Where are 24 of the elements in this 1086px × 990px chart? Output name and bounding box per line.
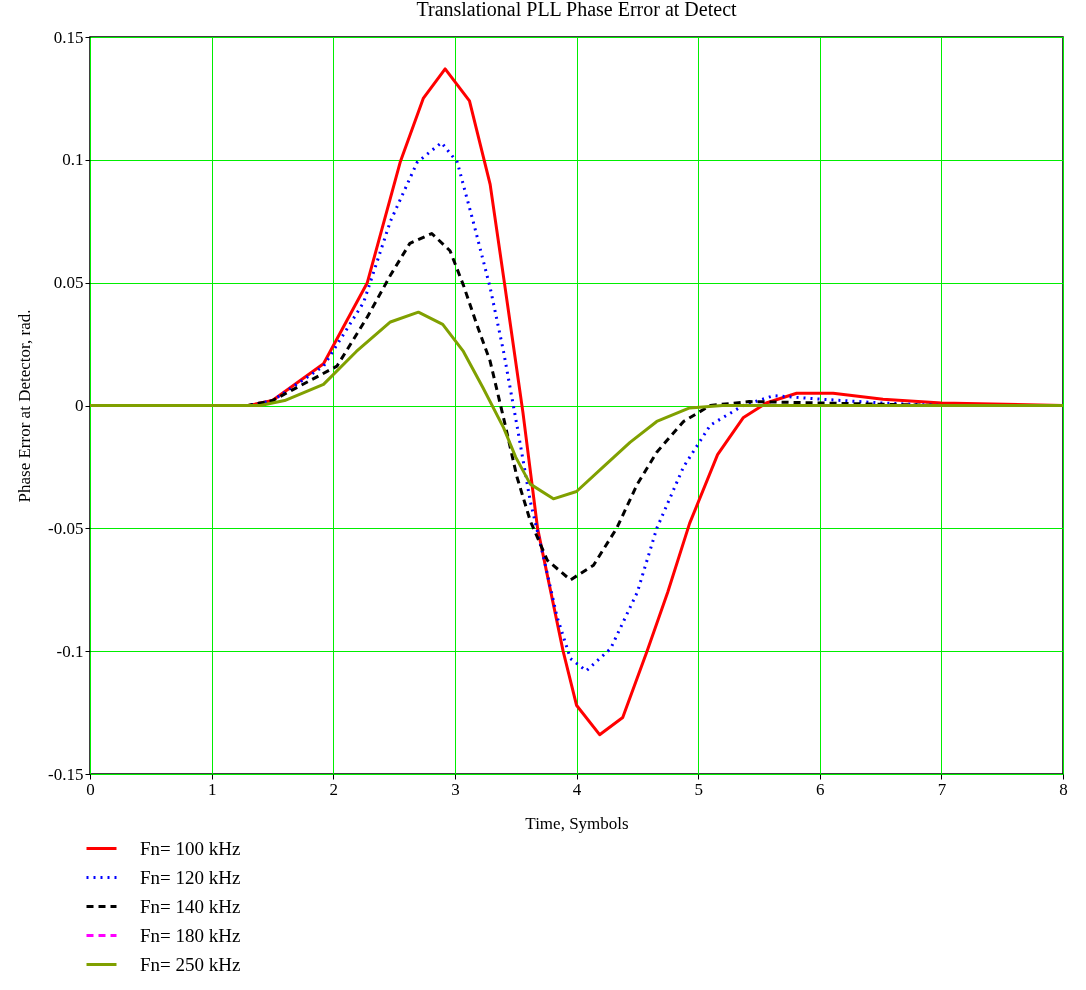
y-tick-label: 0.1 <box>62 150 84 170</box>
legend-label: Fn= 120 kHz <box>140 866 241 888</box>
y-axis-title: Phase Error at Detector, rad. <box>15 309 35 503</box>
y-tick-label: -0.05 <box>48 518 84 538</box>
x-tick-label: 1 <box>207 779 217 799</box>
line-series <box>90 310 1063 501</box>
x-tick-label: 7 <box>937 779 947 799</box>
legend-label: Fn= 180 kHz <box>140 924 241 946</box>
legend-label: Fn= 140 kHz <box>140 895 241 917</box>
legend-label: Fn= 250 kHz <box>140 953 241 975</box>
y-tick-label: -0.1 <box>56 641 84 661</box>
x-tick-label: 5 <box>694 779 703 799</box>
x-tick-label: 8 <box>1059 779 1068 799</box>
x-tick-label: 6 <box>816 779 825 799</box>
x-tick-label: 3 <box>451 779 460 799</box>
y-tick-label: 0.05 <box>53 273 84 293</box>
legend-label: Fn= 100 kHz <box>140 837 241 859</box>
y-tick-label: 0.15 <box>53 27 84 47</box>
y-tick-label: 0 <box>75 396 84 415</box>
x-tick-label: 2 <box>329 779 338 799</box>
y-tick-label: -0.15 <box>48 764 84 784</box>
x-axis-title: Time, Symbols <box>525 813 629 833</box>
x-tick-label: 4 <box>572 779 582 799</box>
chart-title: Translational PLL Phase Error at Detect <box>416 0 737 20</box>
